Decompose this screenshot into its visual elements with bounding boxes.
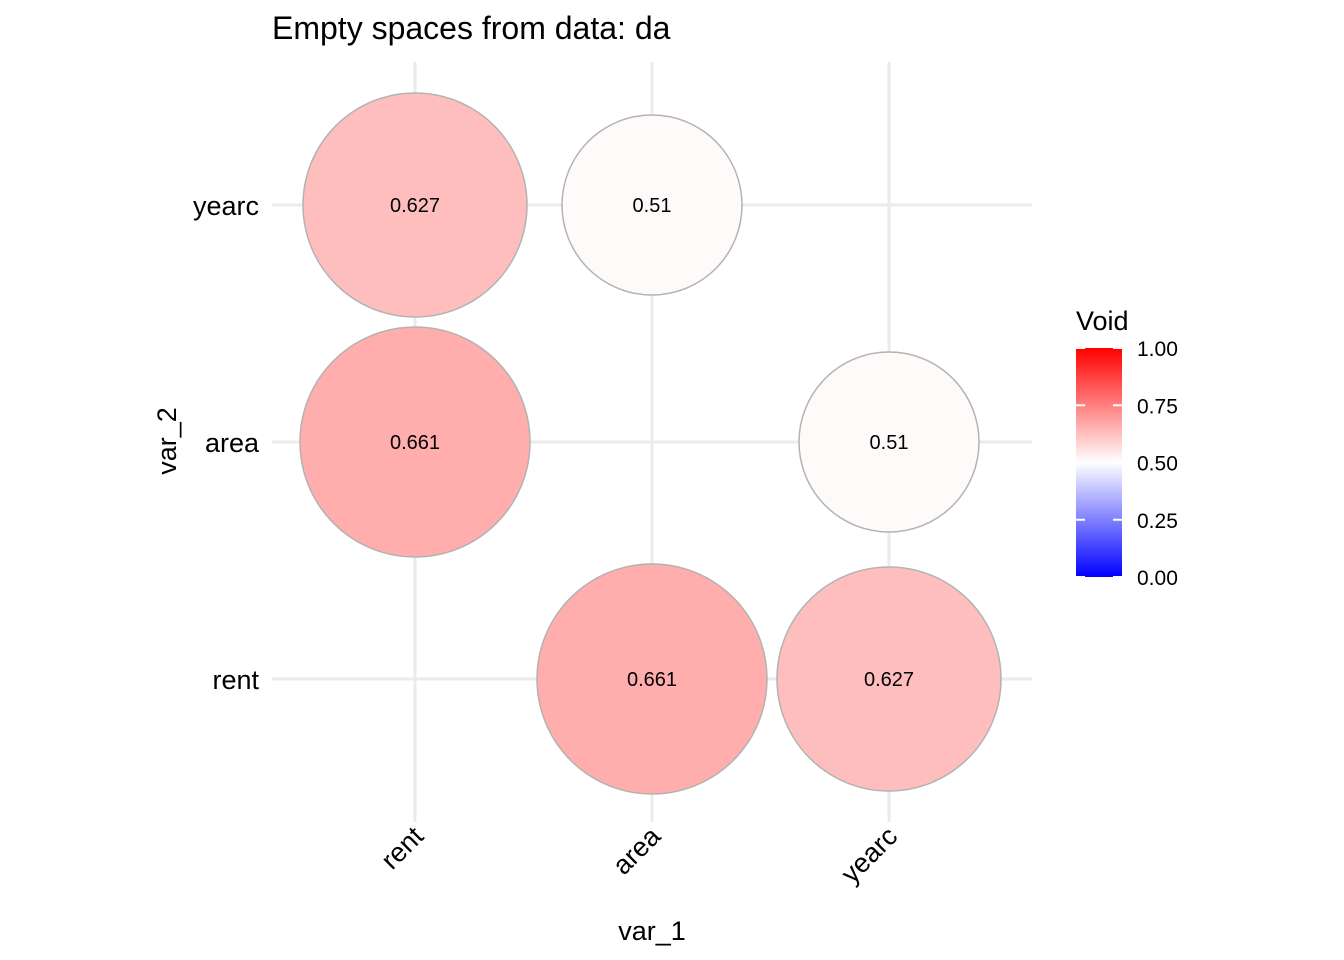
y-tick-label-yearc: yearc — [193, 191, 259, 221]
value-label-area-rent: 0.661 — [627, 669, 677, 691]
y-tick-label-rent: rent — [212, 665, 259, 695]
x-axis-ticks: rent area yearc — [375, 820, 903, 889]
bubble-area-yearc — [561, 114, 743, 296]
legend-title: Void — [1076, 306, 1129, 336]
legend-tick-label: 1.00 — [1137, 338, 1178, 361]
value-label-area-yearc: 0.51 — [633, 195, 672, 217]
value-labels: 0.627 0.51 0.661 0.51 0.661 0.627 — [390, 195, 914, 691]
x-tick-label-area: area — [607, 820, 667, 880]
value-label-yearc-area: 0.51 — [870, 432, 909, 454]
y-axis-ticks: rent area yearc — [193, 191, 260, 695]
y-axis-title: var_2 — [152, 407, 182, 475]
bubble-yearc-area — [798, 351, 980, 533]
x-tick-label-rent: rent — [375, 821, 429, 875]
legend-tick-label: 0.00 — [1137, 567, 1178, 590]
value-label-yearc-rent: 0.627 — [864, 669, 914, 691]
bubble-rent-yearc — [302, 92, 528, 318]
legend-tick-label: 0.25 — [1137, 510, 1178, 533]
legend-tick-label: 0.75 — [1137, 395, 1178, 418]
value-label-rent-yearc: 0.627 — [390, 195, 440, 217]
bubble-yearc-rent — [776, 566, 1002, 792]
legend-ticks: 1.00 0.75 0.50 0.25 0.00 — [1076, 338, 1178, 590]
value-label-rent-area: 0.661 — [390, 432, 440, 454]
x-axis-title: var_1 — [618, 916, 686, 946]
x-tick-label-yearc: yearc — [835, 821, 903, 889]
bubbles — [299, 92, 1002, 795]
legend-tick-label: 0.50 — [1137, 453, 1178, 476]
bubble-area-rent — [536, 563, 768, 795]
y-tick-label-area: area — [205, 428, 260, 458]
bubble-rent-area — [299, 326, 531, 558]
legend: Void 1.00 0.75 0.50 0.25 0.00 — [1076, 306, 1178, 590]
chart-title: Empty spaces from data: da — [272, 10, 671, 46]
